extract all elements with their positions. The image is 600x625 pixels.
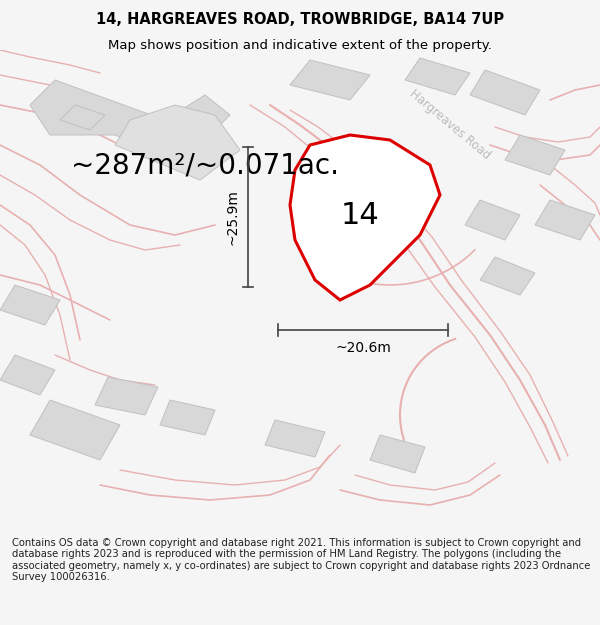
Text: 14, HARGREAVES ROAD, TROWBRIDGE, BA14 7UP: 14, HARGREAVES ROAD, TROWBRIDGE, BA14 7U…	[96, 12, 504, 28]
Text: ~287m²/~0.071ac.: ~287m²/~0.071ac.	[71, 151, 339, 179]
Polygon shape	[290, 135, 440, 300]
Polygon shape	[480, 257, 535, 295]
Text: ~25.9m: ~25.9m	[226, 189, 240, 245]
Text: Contains OS data © Crown copyright and database right 2021. This information is : Contains OS data © Crown copyright and d…	[12, 538, 590, 582]
Polygon shape	[535, 200, 595, 240]
Polygon shape	[30, 80, 230, 145]
Polygon shape	[30, 400, 120, 460]
Polygon shape	[95, 377, 158, 415]
Polygon shape	[470, 70, 540, 115]
Polygon shape	[405, 58, 470, 95]
Polygon shape	[0, 355, 55, 395]
Text: Map shows position and indicative extent of the property.: Map shows position and indicative extent…	[108, 39, 492, 52]
Polygon shape	[290, 60, 370, 100]
Text: ~20.6m: ~20.6m	[335, 341, 391, 355]
Polygon shape	[265, 420, 325, 457]
Polygon shape	[505, 135, 565, 175]
Text: 14: 14	[341, 201, 379, 229]
Polygon shape	[310, 165, 395, 225]
Polygon shape	[370, 435, 425, 473]
Polygon shape	[160, 400, 215, 435]
Polygon shape	[115, 105, 240, 180]
Polygon shape	[0, 285, 60, 325]
Polygon shape	[465, 200, 520, 240]
Text: Hargreaves Road: Hargreaves Road	[407, 88, 493, 162]
Polygon shape	[60, 105, 105, 130]
